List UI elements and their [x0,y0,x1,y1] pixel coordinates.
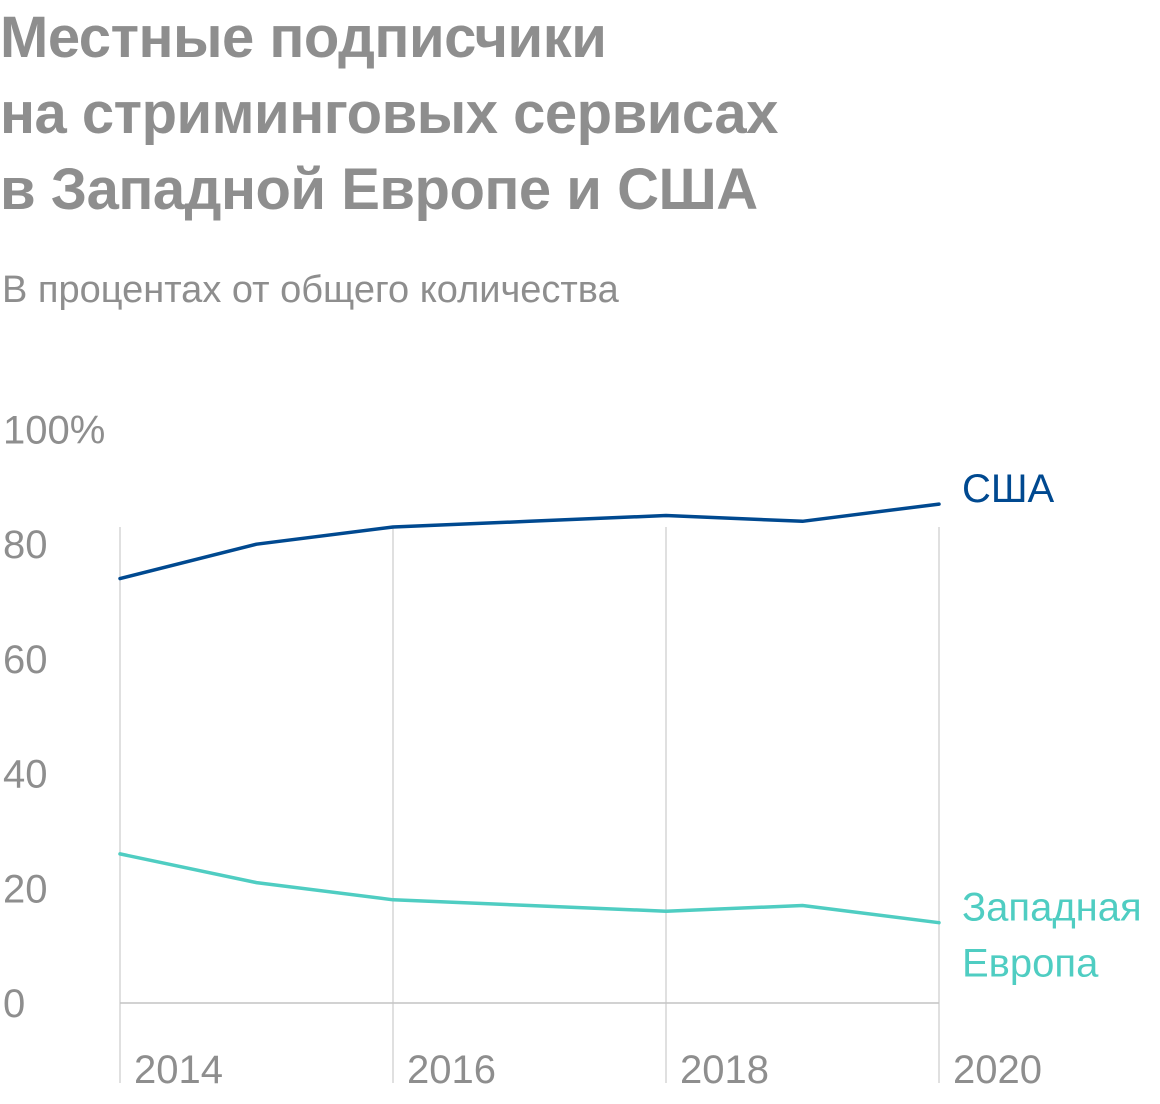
x-tick-label: 2016 [407,1048,496,1092]
series-labels: США Западная Европа [962,467,1142,986]
chart-subtitle: В процентах от общего количества [2,269,619,311]
y-tick-label: 40 [3,753,48,797]
x-tick-label: 2014 [134,1048,223,1092]
grid-lines [119,527,940,1083]
chart-title-line-1: Местные подписчики [0,5,607,70]
x-tick-label: 2020 [953,1048,1042,1092]
chart-title-line-3: в Западной Европе и США [0,157,758,222]
series-label-europe: Европа [962,942,1099,986]
series-line-europe [118,852,941,925]
y-axis-tick-labels: 0 20 40 60 80 100% [3,409,105,1026]
series-lines [118,502,941,925]
y-tick-label: 0 [3,982,25,1026]
chart-title: Местные подписчики на стриминговых серви… [0,0,1000,228]
y-tick-label: 60 [3,638,48,682]
y-tick-label: 80 [3,523,48,567]
y-tick-label: 100% [3,409,105,453]
x-tick-label: 2018 [680,1048,769,1092]
series-label-usa: США [962,467,1055,511]
x-axis-tick-labels: 2014 2016 2018 2020 [134,1048,1042,1092]
series-label-europe: Западная [962,886,1142,930]
series-line-usa [118,502,941,581]
y-tick-label: 20 [3,867,48,911]
chart-title-line-2: на стриминговых сервисах [0,81,778,146]
